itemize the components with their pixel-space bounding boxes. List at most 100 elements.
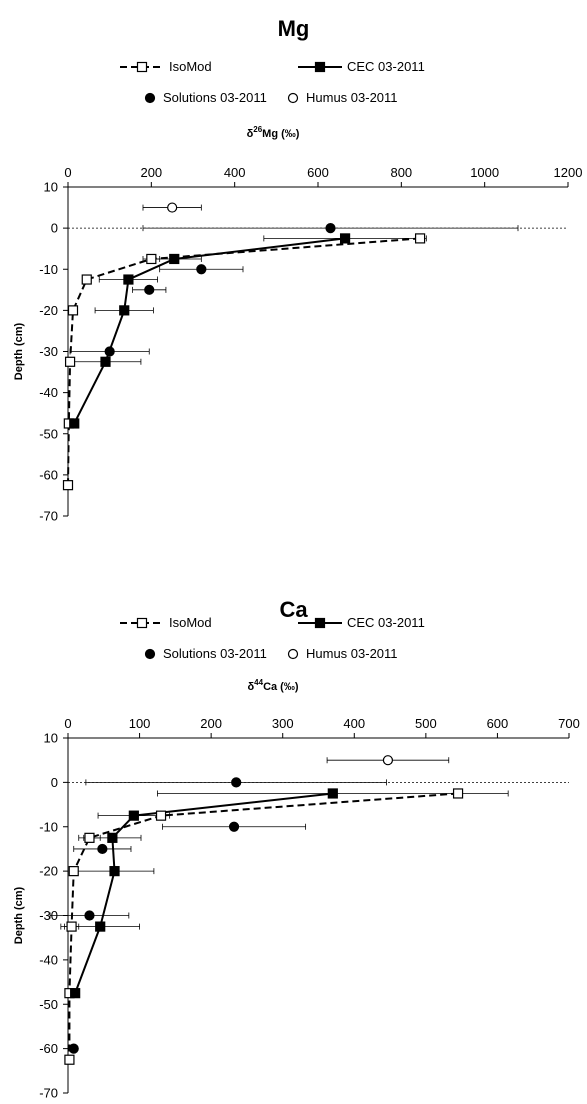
legend-label: Solutions 03-2011 (163, 90, 267, 105)
data-point-cec-03-2011 (327, 788, 338, 799)
x-tick-label: 600 (307, 165, 329, 180)
data-point-isomod (62, 480, 74, 491)
data-point-isomod (81, 274, 92, 285)
x-tick-label: 300 (272, 716, 294, 731)
legend-label: CEC 03-2011 (347, 615, 425, 630)
legend-marker (144, 648, 156, 660)
chart-title: Mg (278, 16, 310, 41)
data-point-humus-03-2011 (167, 202, 178, 213)
y-axis-title: Depth (cm) (13, 886, 25, 944)
legend-entry: Solutions 03-2011 (144, 646, 267, 661)
x-tick-label: 0 (64, 165, 71, 180)
y-tick-label: 10 (44, 180, 58, 195)
y-tick-label: -60 (39, 467, 58, 482)
legend-label: Humus 03-2011 (306, 90, 398, 105)
data-point-isomod (414, 233, 426, 244)
legend-entry: Humus 03-2011 (287, 90, 398, 105)
legend-entry: Humus 03-2011 (287, 646, 398, 661)
y-tick-label: -50 (39, 997, 58, 1012)
x-tick-label: 100 (129, 716, 151, 731)
x-tick-label: 200 (200, 716, 222, 731)
data-point-cec-03-2011 (100, 356, 111, 367)
legend-marker (136, 617, 148, 629)
data-point-isomod (64, 356, 76, 367)
chart-title: Ca (279, 597, 308, 622)
data-point-solutions-03-2011 (84, 910, 95, 921)
y-tick-label: -20 (39, 303, 58, 318)
legend-entry: CEC 03-2011 (298, 59, 425, 74)
x-tick-label: 400 (224, 165, 246, 180)
legend-marker (287, 648, 299, 660)
data-point-solutions-03-2011 (228, 821, 240, 832)
legend-label: IsoMod (169, 615, 212, 630)
data-point-isomod (66, 921, 77, 932)
data-point-cec-03-2011 (107, 832, 118, 843)
legend-entry: Solutions 03-2011 (144, 90, 267, 105)
data-point-solutions-03-2011 (325, 223, 336, 234)
legend-marker (314, 61, 326, 73)
x-tick-label: 800 (390, 165, 412, 180)
chart-panel-mg: Mg IsoMod CEC 03-2011 Solutions 03-2011 Humu… (13, 16, 582, 524)
x-tick-label: 1200 (554, 165, 583, 180)
data-point-solutions-03-2011 (144, 284, 155, 295)
x-axis-title-prefix: δ (247, 681, 254, 693)
data-point-isomod (452, 788, 464, 799)
x-axis-title: δ44Ca (‰) (247, 678, 298, 693)
legend-entry: IsoMod (120, 59, 212, 74)
legend-label: CEC 03-2011 (347, 59, 425, 74)
x-axis-title-suffix: Ca (‰) (263, 681, 299, 693)
data-point-solutions-03-2011 (97, 843, 108, 855)
x-tick-label: 600 (487, 716, 509, 731)
legend-marker (314, 617, 326, 629)
chart-panel-ca: Ca IsoMod CEC 03-2011 Solutions 03-2011 Humu… (13, 597, 580, 1101)
data-point-solutions-03-2011 (104, 346, 115, 357)
legend-entry: CEC 03-2011 (298, 615, 425, 630)
legend-label: IsoMod (169, 59, 212, 74)
x-tick-label: 700 (558, 716, 580, 731)
x-tick-label: 500 (415, 716, 437, 731)
legend-marker (144, 92, 156, 104)
series-line (73, 237, 346, 424)
y-tick-label: -40 (39, 385, 58, 400)
legend-entry: IsoMod (120, 615, 212, 630)
y-tick-label: -40 (39, 952, 58, 967)
x-tick-label: 0 (64, 716, 71, 731)
y-tick-label: -30 (39, 344, 58, 359)
y-tick-label: -70 (39, 1086, 58, 1100)
legend-label: Solutions 03-2011 (163, 646, 267, 661)
y-tick-label: -50 (39, 426, 58, 441)
data-point-solutions-03-2011 (68, 1043, 79, 1054)
x-axis-title: δ26Mg (‰) (247, 125, 300, 140)
y-tick-label: -10 (39, 262, 58, 277)
y-tick-label: 0 (51, 221, 58, 236)
y-tick-label: -30 (39, 908, 58, 923)
x-tick-label: 400 (343, 716, 365, 731)
x-axis-title-sup: 44 (254, 678, 263, 687)
x-axis-title-suffix: Mg (‰) (262, 128, 300, 140)
y-tick-label: -60 (39, 1041, 58, 1056)
data-point-cec-03-2011 (339, 233, 351, 244)
legend-marker (136, 61, 148, 73)
data-point-cec-03-2011 (169, 253, 180, 265)
series-line (74, 792, 333, 994)
x-axis-title-sup: 26 (253, 125, 262, 134)
y-tick-label: -10 (39, 819, 58, 834)
y-tick-label: 10 (44, 731, 58, 746)
x-tick-label: 200 (140, 165, 162, 180)
legend-marker (287, 92, 299, 104)
data-point-isomod (67, 305, 79, 316)
data-point-cec-03-2011 (119, 305, 130, 316)
data-point-isomod (84, 832, 95, 843)
data-point-solutions-03-2011 (231, 777, 242, 788)
data-point-isomod (155, 810, 167, 821)
y-axis-title: Depth (cm) (13, 322, 25, 380)
data-point-cec-03-2011 (123, 274, 134, 285)
data-point-isomod (64, 1054, 75, 1065)
data-point-cec-03-2011 (95, 921, 106, 932)
legend-label: Humus 03-2011 (306, 646, 398, 661)
y-tick-label: -70 (39, 509, 58, 524)
data-point-isomod (146, 253, 157, 265)
data-point-cec-03-2011 (109, 866, 120, 877)
